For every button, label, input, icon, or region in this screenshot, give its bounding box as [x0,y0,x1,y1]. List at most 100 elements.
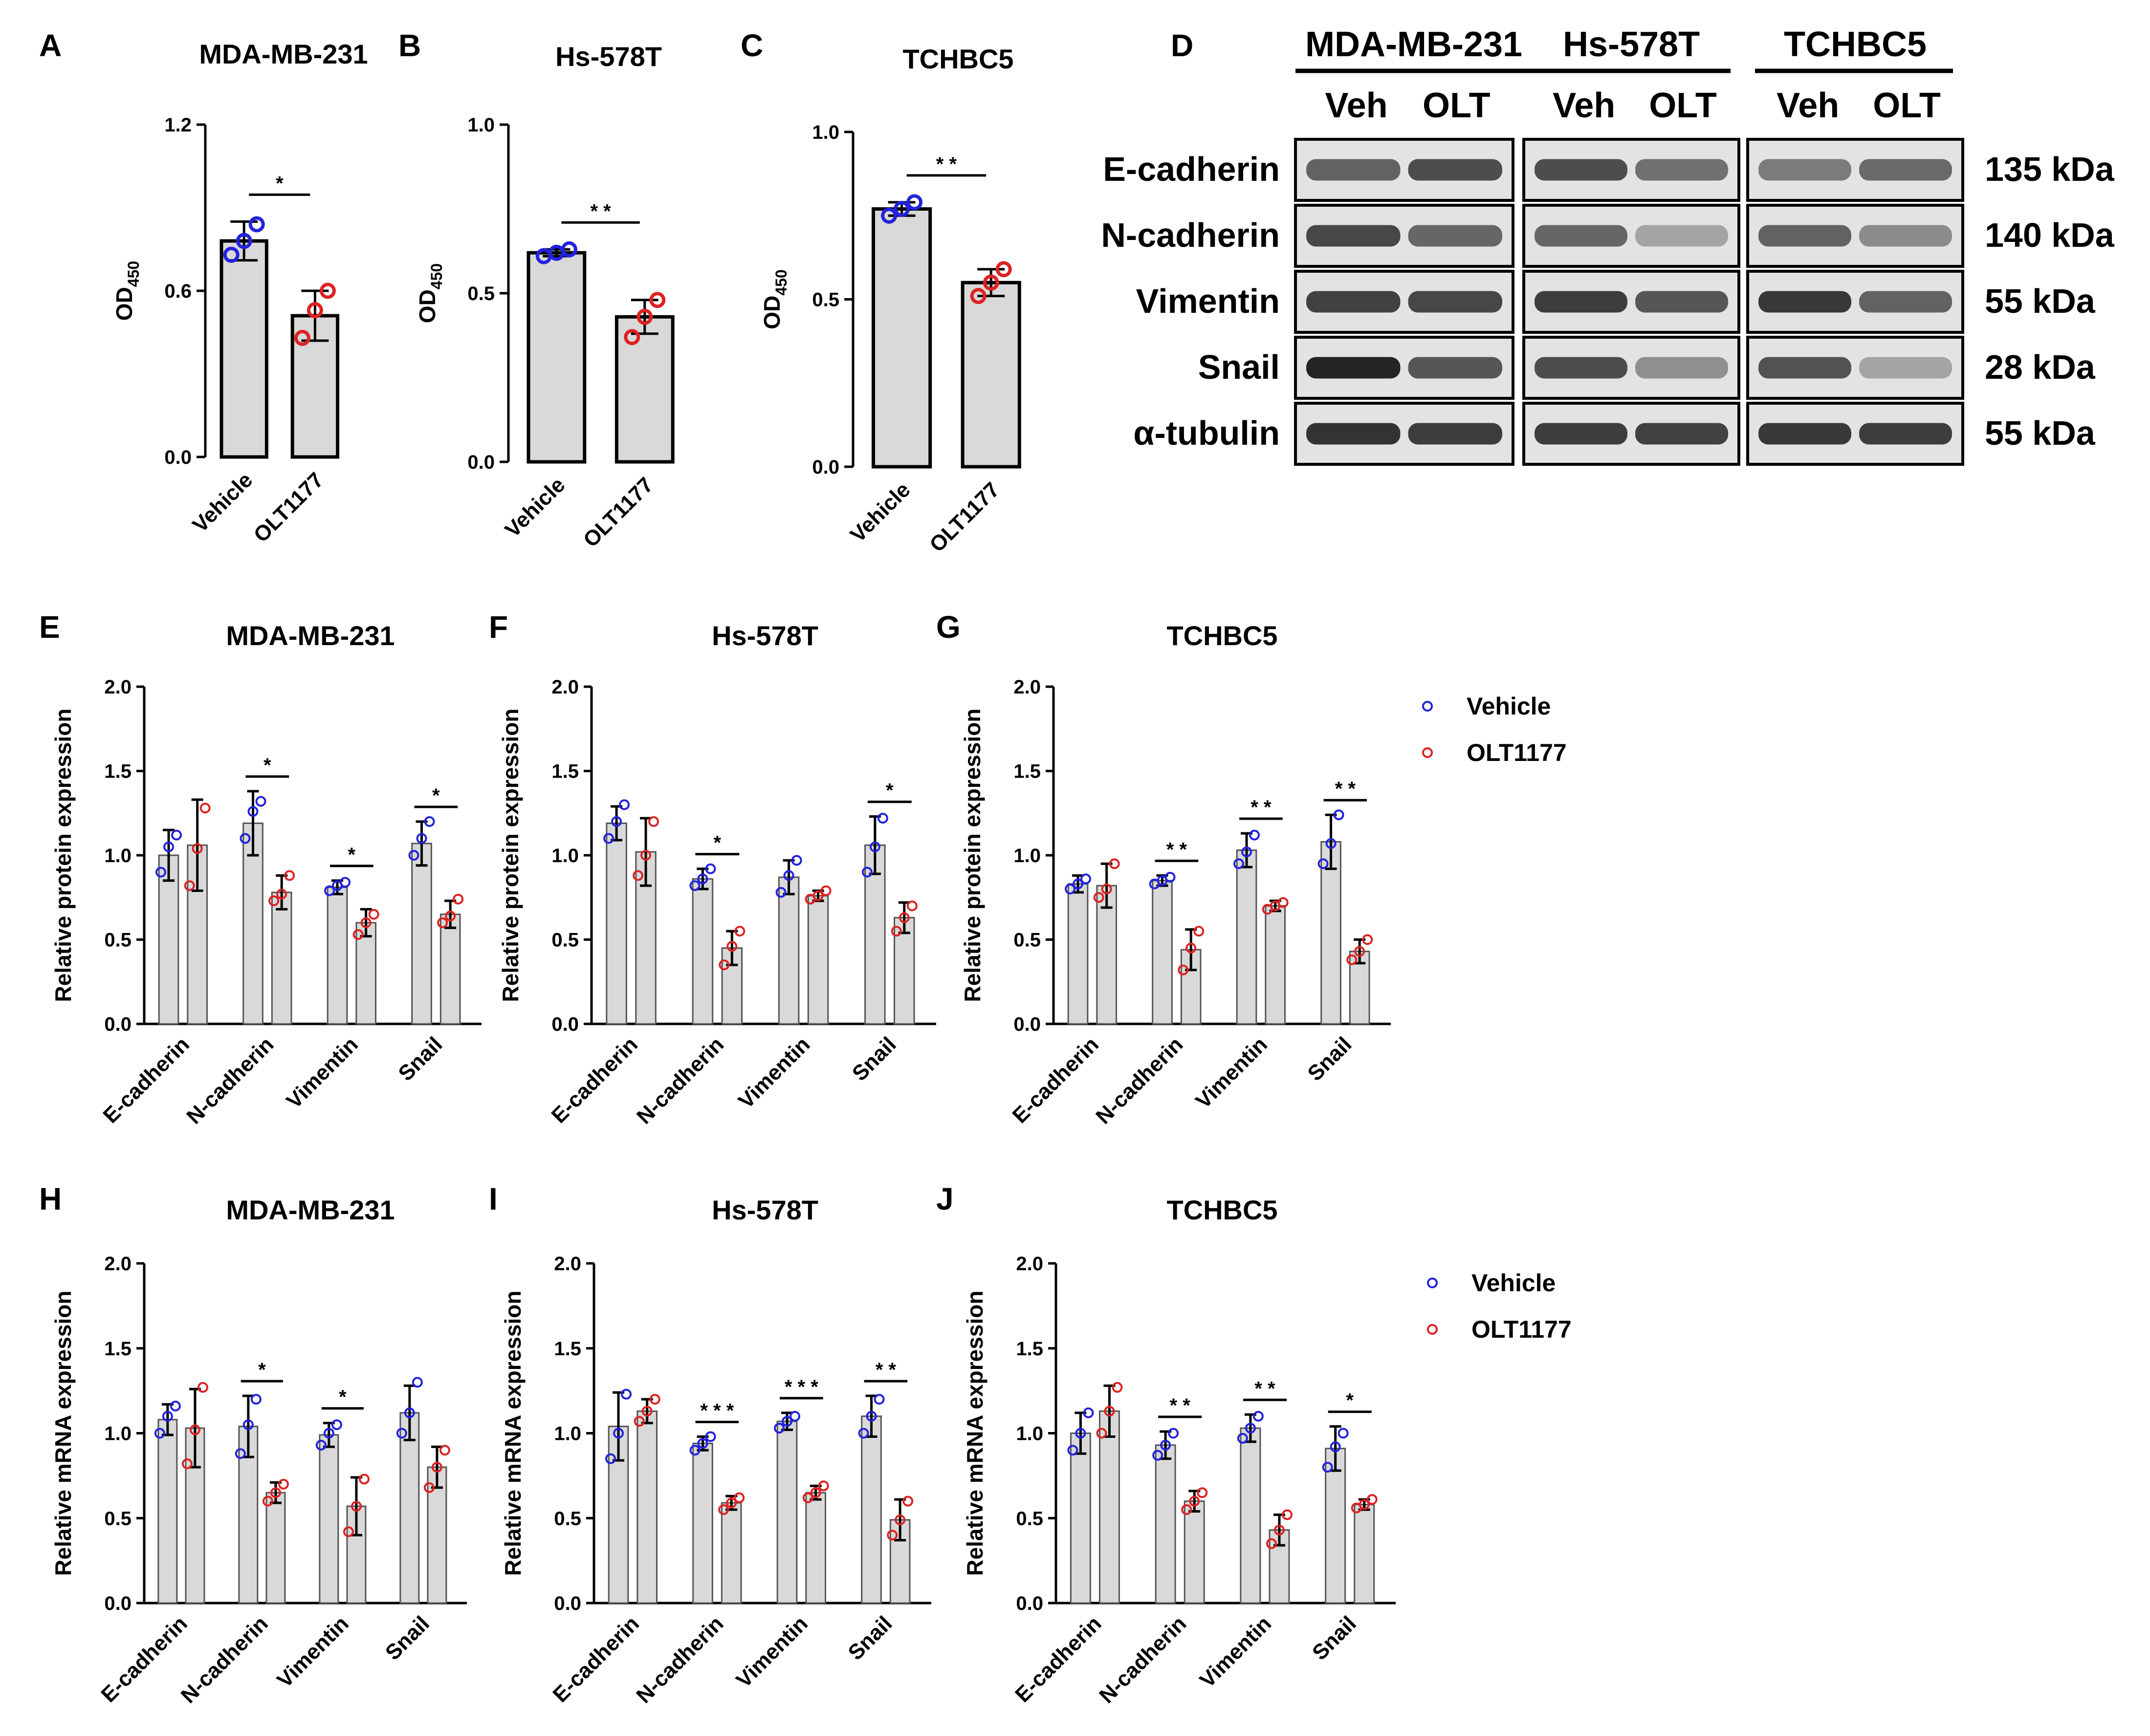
data-point [810,1487,821,1498]
data-point [236,233,252,249]
protein-band [1306,357,1401,379]
y-axis-title: Relative mRNA expression [962,1291,987,1576]
data-point [1080,873,1092,885]
bar-vehicle [219,239,268,459]
bar-olt1177 [271,891,292,1025]
bar-vehicle [1236,849,1257,1025]
data-point [1075,1428,1086,1439]
protein-band [1535,423,1627,445]
lane-label: OLT [1423,86,1491,125]
data-point [189,1424,200,1435]
panel-title: TCHBC5 [1166,1194,1277,1225]
data-point [408,850,419,861]
y-axis-title: OD450 [759,269,790,329]
y-tick-label: 0.5 [104,1508,132,1529]
y-tick-label: 1.5 [104,761,132,782]
data-point [640,850,652,861]
data-point [1281,1509,1293,1520]
significance-label: * [339,1387,347,1408]
x-category-label: E-cadherin [547,1032,642,1128]
bar-olt1177 [721,1502,742,1604]
data-point [343,1526,354,1538]
y-tick-label: 0.5 [812,289,839,311]
bar-olt1177 [636,1410,658,1604]
data-point [689,1445,701,1456]
y-axis-title-sub: 450 [428,263,445,289]
panel-letter: F [489,609,508,645]
data-point [1330,1441,1341,1453]
panel-letter: J [936,1181,954,1216]
data-point [360,917,372,928]
protein-band [1535,225,1627,247]
data-point [902,1496,914,1507]
data-point [802,1492,813,1503]
data-point [1160,1439,1171,1451]
bar-vehicle [1070,1432,1091,1604]
data-point [726,1497,737,1508]
x-category-label: N-cadherin [176,1611,273,1708]
expression-panel-H: H MDA-MB-231 0.0 0.5 1.0 1.5 2.0 Relative mRNA … [39,1181,467,1708]
legend-olt1177-label: OLT1177 [1471,1316,1572,1343]
x-category-label: N-cadherin [632,1032,728,1128]
y-tick-label: 1.5 [104,1338,132,1360]
panel-title: Hs-578T [712,1194,818,1225]
data-point [1073,878,1084,890]
data-point [894,201,910,217]
x-category-label: E-cadherin [548,1611,644,1707]
bar-vehicle [776,1420,798,1604]
significance-label: * [886,780,894,802]
significance-label: * * * [700,1400,734,1421]
significance-label: * [432,785,440,806]
data-point [895,1514,906,1525]
panel-title: Hs-578T [712,620,818,651]
panel-letter: A [39,28,62,63]
data-point [718,1504,729,1515]
panel-letter: G [936,609,961,645]
data-point [705,863,716,874]
data-point [734,1492,745,1503]
data-point [1185,942,1197,954]
x-category-label: N-cadherin [1095,1611,1191,1708]
significance-label: * * [936,153,957,175]
data-point [1164,871,1176,883]
data-point [881,207,898,224]
panel-letter: H [39,1181,62,1216]
data-point [1322,1462,1333,1473]
data-point [284,870,295,881]
protein-band [1635,357,1728,379]
x-category-label: Snail [381,1611,434,1665]
data-point [1181,1504,1192,1515]
significance-label: * * [1166,839,1187,860]
data-point [315,1439,327,1451]
data-point [1338,1428,1349,1439]
x-category-label: Vimentin [1195,1611,1276,1692]
expression-panel-I: I Hs-578T 0.0 0.5 1.0 1.5 2.0 Relative mRNA exp… [489,1181,931,1708]
protein-band [1758,159,1851,181]
legend-vehicle-label: Vehicle [1471,1269,1556,1297]
y-axis-title: Relative protein expression [50,709,76,1002]
molecular-weight-label: 28 kDa [1985,348,2096,386]
data-point [368,909,379,920]
protein-band [1635,159,1728,181]
y-tick-label: 2.0 [554,1253,581,1275]
data-point [242,1419,254,1431]
x-category-label: E-cadherin [99,1032,194,1128]
data-point [861,867,873,878]
x-category-label: Vehicle [501,473,570,542]
data-point [351,1500,362,1512]
y-tick-label: 0.5 [104,930,132,951]
data-point [276,889,287,900]
panel-title: Hs-578T [555,41,662,72]
bar-vehicle [861,1415,882,1604]
data-point [1152,1450,1163,1461]
y-tick-label: 1.0 [551,845,579,867]
data-point [1252,1410,1264,1422]
data-point [726,941,738,952]
y-tick-label: 1.0 [104,845,132,867]
data-point [1346,954,1358,965]
data-point [634,1416,645,1427]
significance-label: * [714,832,722,854]
data-point [783,870,794,881]
data-point [247,806,259,817]
